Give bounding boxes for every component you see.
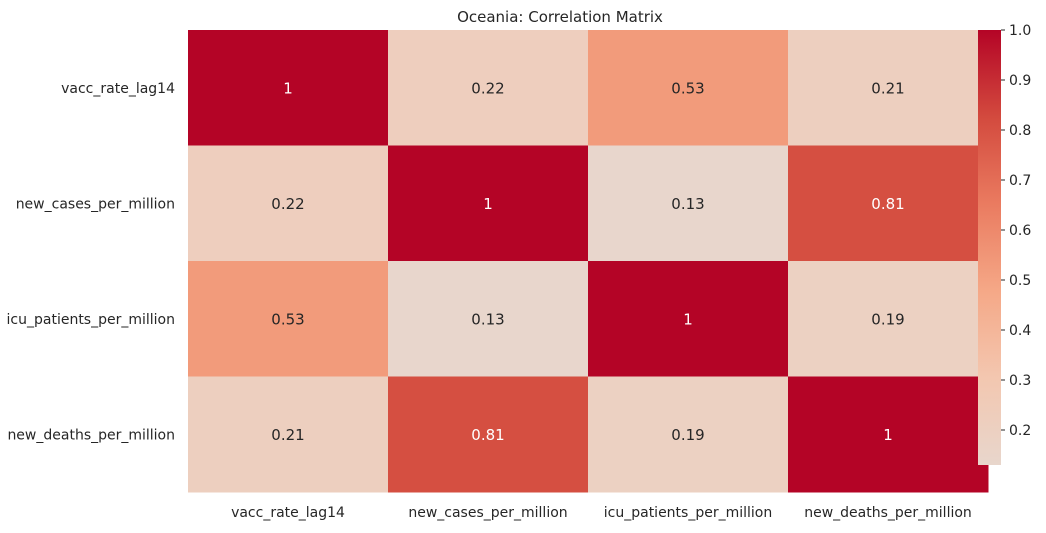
x-tick-labels: vacc_rate_lag14 new_cases_per_million icu_… [231, 505, 972, 521]
cell-annotation: 1 [283, 79, 293, 97]
colorbar-tick-label: 0.7 [1009, 173, 1031, 189]
heatmap-cell [588, 261, 789, 377]
colorbar-gradient [978, 30, 1001, 465]
heatmap-cell [788, 376, 989, 493]
cell-annotation: 0.21 [871, 79, 904, 97]
x-tick-label: icu_patients_per_million [604, 505, 772, 521]
colorbar-tick-label: 1.0 [1009, 23, 1031, 39]
heatmap-cell [788, 145, 989, 262]
heatmap-cell [788, 261, 989, 377]
heatmap-cells [188, 30, 989, 493]
cell-annotation: 1 [683, 310, 693, 328]
colorbar-tick-label: 0.8 [1009, 123, 1031, 139]
cell-annotation: 0.19 [871, 310, 904, 328]
heatmap-cell [388, 261, 589, 377]
cell-annotation: 0.53 [671, 79, 704, 97]
heatmap-cell [388, 376, 589, 493]
cell-annotations: 1 0.22 0.53 0.21 0.22 1 0.13 0.81 0.53 0.13 1 0.19 0… [271, 79, 904, 444]
heatmap-cell [388, 145, 589, 262]
heatmap-cell [588, 145, 789, 262]
cell-annotation: 0.81 [871, 195, 904, 213]
colorbar-tick-label: 0.4 [1009, 323, 1031, 339]
heatmap-cell [388, 30, 589, 146]
heatmap-cell [588, 30, 789, 146]
x-tick-label: new_cases_per_million [408, 505, 567, 521]
heatmap-cell [188, 145, 389, 262]
chart-title: Oceania: Correlation Matrix [457, 8, 663, 26]
cell-annotation: 0.53 [271, 310, 304, 328]
cell-annotation: 1 [483, 195, 493, 213]
colorbar-tick-label: 0.9 [1009, 73, 1031, 89]
cell-annotation: 0.22 [471, 79, 504, 97]
colorbar-tick-label: 0.3 [1009, 373, 1031, 389]
cell-annotation: 0.21 [271, 426, 304, 444]
cell-annotation: 0.13 [471, 310, 504, 328]
heatmap-cell [588, 376, 789, 493]
y-tick-labels: vacc_rate_lag14 new_cases_per_million icu_… [7, 81, 176, 444]
heatmap-cell [188, 261, 389, 377]
y-tick-label: new_deaths_per_million [7, 427, 175, 443]
cell-annotation: 0.22 [271, 195, 304, 213]
cell-annotation: 0.81 [471, 426, 504, 444]
cell-annotation: 0.19 [671, 426, 704, 444]
cell-annotation: 0.13 [671, 195, 704, 213]
colorbar: 0.2 0.3 0.4 0.5 0.6 0.7 0.8 0.9 1.0 [978, 23, 1031, 465]
colorbar-tick-label: 0.2 [1009, 423, 1031, 439]
heatmap-cell [188, 376, 389, 493]
cell-annotation: 1 [883, 426, 893, 444]
heatmap-cell [788, 30, 989, 146]
y-tick-label: icu_patients_per_million [7, 312, 175, 328]
colorbar-tick-label: 0.5 [1009, 273, 1031, 289]
x-tick-label: vacc_rate_lag14 [231, 505, 345, 521]
x-tick-label: new_deaths_per_million [804, 505, 972, 521]
y-tick-label: new_cases_per_million [16, 196, 175, 212]
heatmap-cell [188, 30, 389, 146]
y-tick-label: vacc_rate_lag14 [61, 81, 175, 97]
colorbar-tick-label: 0.6 [1009, 223, 1031, 239]
